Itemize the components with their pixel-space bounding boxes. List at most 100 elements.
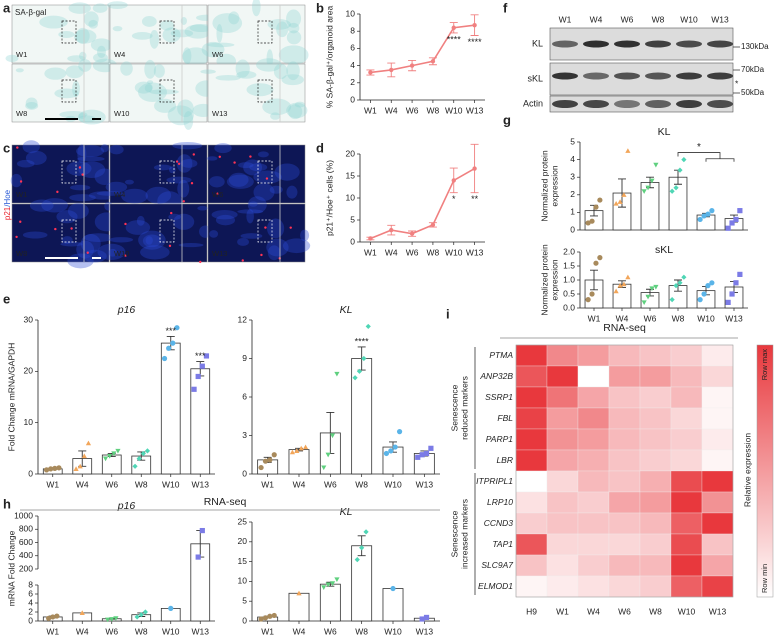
y-tick-label: 20 xyxy=(24,366,34,376)
texture xyxy=(249,163,268,172)
texture xyxy=(274,163,300,181)
texture xyxy=(270,112,281,120)
texture xyxy=(226,174,254,189)
band xyxy=(707,40,733,48)
data-point xyxy=(428,445,434,451)
micrograph xyxy=(11,4,110,64)
data-point xyxy=(262,615,269,621)
texture xyxy=(44,67,67,80)
data-point xyxy=(419,616,425,622)
significance: * xyxy=(697,142,701,153)
y-tick-label: 6 xyxy=(28,588,33,598)
p21-spot xyxy=(16,146,19,149)
data-point xyxy=(105,617,111,623)
data-point xyxy=(363,529,369,535)
p21-spot xyxy=(54,227,57,231)
p21-spot xyxy=(70,227,73,230)
texture xyxy=(75,27,90,44)
micrograph xyxy=(207,203,306,263)
data-point xyxy=(174,325,180,331)
texture xyxy=(247,196,267,214)
texture xyxy=(235,59,250,78)
heatmap-cell xyxy=(670,407,703,430)
p21-spot xyxy=(168,244,172,248)
texture xyxy=(197,205,208,211)
heatmap-cell xyxy=(608,512,641,535)
texture xyxy=(65,65,84,79)
texture xyxy=(67,55,86,62)
error-bar xyxy=(618,178,626,208)
data-point xyxy=(258,464,264,471)
texture xyxy=(41,198,68,213)
x-tick-label: W1 xyxy=(364,247,377,257)
panel-letter: i xyxy=(446,306,450,321)
data-point xyxy=(737,271,743,277)
y-tick-label: 1.0 xyxy=(563,274,575,284)
texture xyxy=(201,41,225,58)
heatmap-cell xyxy=(577,470,610,493)
p21-spot xyxy=(265,177,269,180)
x-tick-label: W8 xyxy=(427,105,440,115)
zoom-box xyxy=(159,160,175,184)
heatmap-cell xyxy=(639,386,672,409)
texture xyxy=(252,0,261,17)
texture xyxy=(67,253,94,269)
group-label: reduced markers xyxy=(459,376,469,440)
data-point xyxy=(725,299,731,305)
heatmap-cell xyxy=(546,428,579,451)
bar xyxy=(288,592,310,622)
data-point xyxy=(56,465,62,471)
panel-letter: d xyxy=(316,140,324,155)
data-point xyxy=(589,218,595,224)
p21-spot xyxy=(124,254,127,257)
texture xyxy=(25,102,39,110)
texture xyxy=(76,145,105,158)
p21-spot xyxy=(241,259,244,262)
texture xyxy=(77,144,87,164)
texture xyxy=(78,115,96,123)
y-tick-label: 20 xyxy=(238,536,248,546)
data-point xyxy=(115,448,121,454)
texture xyxy=(182,47,210,66)
y-tick-label: 3 xyxy=(242,430,247,440)
texture xyxy=(77,109,106,125)
line-point xyxy=(368,70,373,75)
texture xyxy=(25,97,38,109)
x-tick-label: W10 xyxy=(384,626,402,635)
texture xyxy=(58,30,75,39)
data-point xyxy=(136,456,142,462)
line-point xyxy=(430,59,436,64)
micrograph xyxy=(109,4,208,64)
heatmap-cell xyxy=(701,512,734,535)
texture xyxy=(124,179,134,185)
texture xyxy=(120,61,133,76)
texture xyxy=(136,215,145,226)
heatmap-cell xyxy=(546,575,579,598)
y-tick-label: 800 xyxy=(19,524,33,534)
y-tick-label: 6 xyxy=(350,43,355,53)
texture xyxy=(97,243,126,261)
heatmap-cell xyxy=(608,449,641,472)
significance: *** xyxy=(165,326,176,336)
x-tick-label: W1 xyxy=(261,479,274,489)
significance: **** xyxy=(355,336,370,346)
y-tick-label: 0 xyxy=(242,615,247,625)
texture xyxy=(105,181,128,193)
data-point xyxy=(733,280,739,286)
p21-spot xyxy=(78,166,82,169)
heatmap-cell xyxy=(670,575,703,598)
data-point xyxy=(617,283,623,288)
y-tick-label: 12 xyxy=(238,314,248,324)
data-point xyxy=(329,581,336,586)
texture xyxy=(131,31,153,40)
data-point xyxy=(593,260,599,266)
texture xyxy=(266,49,274,68)
p21-spot xyxy=(15,235,18,239)
y-axis-label: p21⁺/Hoe⁺ cells (%) xyxy=(324,160,334,236)
panel-letter: c xyxy=(3,140,10,155)
size-marker: 70kDa xyxy=(741,65,765,74)
panel-letter: a xyxy=(3,0,11,15)
y-tick-label: 0 xyxy=(350,236,355,246)
line-point xyxy=(451,178,456,183)
heatmap-cell xyxy=(515,512,548,535)
